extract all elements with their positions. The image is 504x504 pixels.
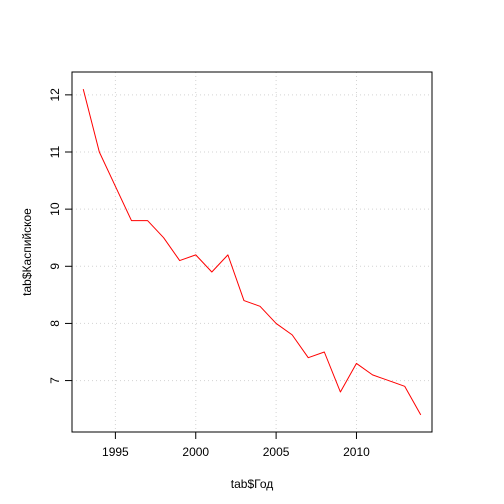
y-tick-label: 9 bbox=[48, 263, 62, 270]
grid-layer bbox=[72, 72, 432, 432]
y-axis: 7 8 9 10 11 12 bbox=[48, 88, 73, 384]
y-tick-label: 12 bbox=[48, 88, 62, 102]
x-axis: 1995 2000 2005 2010 bbox=[102, 431, 370, 459]
series-line bbox=[82, 89, 422, 416]
x-tick-label: 2000 bbox=[182, 445, 209, 459]
series-layer bbox=[82, 89, 422, 416]
x-axis-title: tab$Год bbox=[231, 477, 273, 491]
y-tick-label: 8 bbox=[48, 320, 62, 327]
x-tick-label: 1995 bbox=[102, 445, 129, 459]
y-tick-label: 10 bbox=[48, 202, 62, 216]
y-tick-label: 11 bbox=[48, 145, 62, 158]
x-tick-label: 2005 bbox=[263, 445, 290, 459]
y-tick-label: 7 bbox=[48, 377, 62, 384]
y-axis-title: tab$Каспийское bbox=[20, 208, 34, 296]
x-tick-label: 2010 bbox=[343, 445, 370, 459]
